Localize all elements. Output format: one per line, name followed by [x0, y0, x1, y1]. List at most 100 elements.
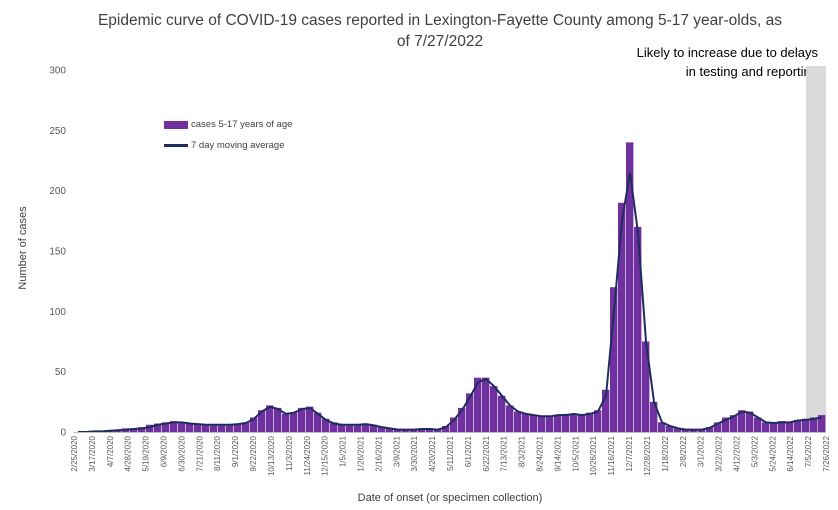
case-bar — [610, 287, 618, 432]
x-tick-label: 7/21/2020 — [195, 435, 204, 471]
x-tick-label: 2/16/2021 — [374, 435, 383, 471]
x-tick-label: 9/14/2021 — [553, 435, 562, 471]
case-bar — [474, 377, 482, 432]
legend: cases 5-17 years of age 7 day moving ave… — [164, 114, 292, 156]
case-bar — [386, 428, 394, 432]
case-bar — [378, 427, 386, 432]
x-tick-label: 4/20/2021 — [428, 435, 437, 471]
x-tick-label: 6/9/2020 — [160, 435, 169, 467]
y-tick-label: 250 — [49, 126, 66, 137]
case-bar — [418, 428, 426, 432]
chart-title-line-1: Epidemic curve of COVID-19 cases reporte… — [97, 12, 783, 29]
case-bar — [530, 415, 538, 432]
case-bar — [786, 422, 794, 432]
case-bar — [482, 377, 490, 432]
x-tick-label: 9/1/2020 — [231, 435, 240, 467]
x-tick-label: 11/16/2021 — [607, 435, 616, 475]
case-bar — [490, 386, 498, 432]
legend-label-cases: cases 5-17 years of age — [191, 119, 293, 130]
case-bar — [506, 405, 514, 432]
x-tick-label: 8/24/2021 — [536, 435, 545, 471]
y-tick-label: 300 — [49, 66, 66, 77]
x-tick-label: 7/13/2021 — [500, 435, 509, 471]
x-tick-label: 12/28/2021 — [643, 435, 652, 476]
case-bar — [602, 389, 610, 432]
case-bar — [226, 424, 234, 432]
case-bar — [322, 418, 330, 432]
case-bar — [370, 424, 378, 432]
x-tick-label: 8/3/2021 — [518, 435, 527, 467]
legend-item-moving-average: 7 day moving average — [164, 135, 292, 156]
x-tick-label: 4/7/2020 — [106, 435, 115, 467]
x-tick-label: 5/19/2020 — [142, 435, 151, 471]
legend-label-moving-average: 7 day moving average — [191, 140, 285, 151]
case-bar — [410, 429, 418, 432]
case-bar — [154, 423, 162, 432]
x-tick-label: 5/24/2022 — [768, 435, 777, 471]
case-bar — [290, 412, 298, 432]
legend-item-cases: cases 5-17 years of age — [164, 114, 292, 135]
x-tick-label: 7/26/2022 — [822, 435, 831, 471]
x-axis-ticks: 2/25/2020 3/17/2020 4/7/2020 4/28/2020 5/19/… — [70, 435, 831, 476]
y-tick-label: 150 — [49, 247, 66, 258]
case-bar — [570, 413, 578, 432]
x-tick-label: 11/3/2020 — [285, 435, 294, 471]
case-bar — [234, 423, 242, 432]
case-bar — [170, 421, 178, 432]
chart-title-line-2: of 7/27/2022 — [396, 33, 484, 50]
x-tick-label: 5/3/2022 — [750, 435, 759, 467]
case-bar — [666, 425, 674, 432]
case-bar — [458, 407, 466, 432]
case-bar — [362, 423, 370, 432]
case-bar — [690, 429, 698, 432]
x-tick-label: 3/17/2020 — [88, 435, 97, 471]
case-bar — [402, 429, 410, 432]
case-bar — [674, 428, 682, 432]
case-bar — [650, 401, 658, 432]
x-tick-label: 12/7/2021 — [625, 435, 634, 471]
legend-swatch-bar — [164, 120, 188, 129]
x-tick-label: 6/14/2022 — [786, 435, 795, 471]
case-bar — [250, 417, 258, 432]
case-bar — [434, 429, 442, 432]
case-bar — [738, 410, 746, 432]
x-tick-label: 3/9/2021 — [392, 435, 401, 467]
case-bar — [210, 424, 218, 432]
case-bar — [218, 424, 226, 432]
case-bar — [754, 417, 762, 432]
x-tick-label: 2/8/2022 — [679, 435, 688, 467]
x-tick-label: 6/30/2020 — [177, 435, 186, 471]
x-tick-label: 2/25/2020 — [70, 435, 79, 471]
x-tick-label: 5/11/2021 — [446, 435, 455, 471]
case-bar — [450, 417, 458, 432]
case-bar — [314, 412, 322, 432]
x-tick-label: 8/11/2020 — [213, 435, 222, 471]
case-bar — [802, 418, 810, 432]
case-bar — [354, 424, 362, 432]
y-tick-label: 100 — [49, 307, 66, 318]
case-bar — [586, 412, 594, 432]
y-tick-label: 200 — [49, 186, 66, 197]
case-bars — [90, 142, 826, 432]
case-bar — [330, 422, 338, 432]
x-tick-label: 4/12/2022 — [732, 435, 741, 471]
x-axis-label: Date of onset (or specimen collection) — [357, 492, 543, 504]
x-tick-label: 10/26/2021 — [589, 435, 598, 476]
case-bar — [162, 422, 170, 432]
x-tick-label: 12/15/2020 — [321, 435, 330, 476]
x-tick-label: 6/22/2021 — [482, 435, 491, 471]
moving-average-line — [78, 172, 823, 433]
case-bar — [442, 425, 450, 432]
case-bar — [626, 142, 634, 432]
case-bar — [770, 422, 778, 432]
x-tick-label: 10/13/2020 — [267, 435, 276, 476]
case-bar — [202, 424, 210, 432]
x-tick-label: 4/28/2020 — [124, 435, 133, 471]
y-axis-ticks: 0 50 100 150 200 250 300 — [49, 66, 66, 439]
case-bar — [578, 415, 586, 432]
y-tick-label: 0 — [60, 428, 66, 439]
x-tick-label: 1/5/2021 — [339, 435, 348, 467]
case-bar — [810, 417, 818, 432]
x-tick-label: 3/22/2022 — [715, 435, 724, 471]
